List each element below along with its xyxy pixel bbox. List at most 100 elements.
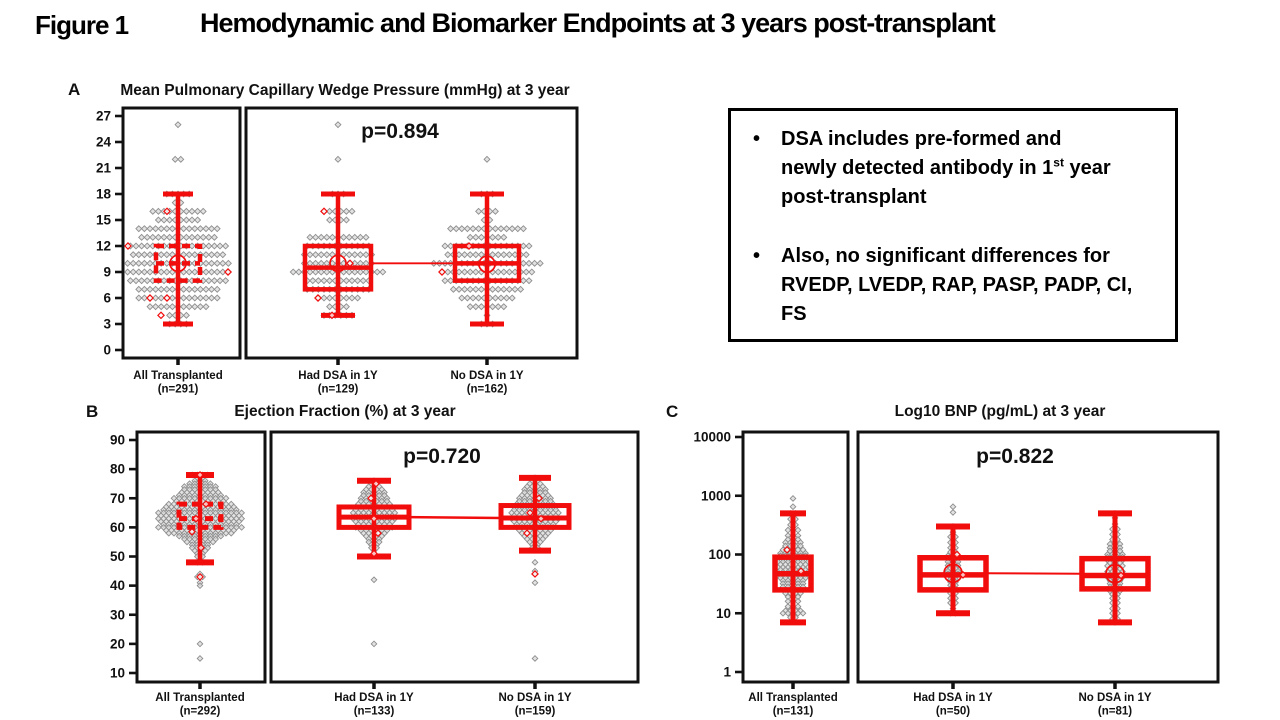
dot — [452, 225, 460, 233]
dot — [208, 285, 216, 293]
dot — [342, 207, 350, 215]
red-dot — [346, 259, 354, 268]
dot — [177, 155, 185, 163]
group-all-transplanted: All Transplanted (n=291) — [124, 121, 232, 396]
red-dot — [374, 529, 382, 538]
dot — [191, 251, 199, 259]
dot — [784, 609, 792, 617]
dot — [222, 277, 230, 285]
dot — [191, 285, 199, 293]
dot — [152, 225, 160, 233]
panel-title: Mean Pulmonary Capillary Wedge Pressure … — [120, 82, 569, 99]
dot — [348, 294, 356, 302]
dot — [168, 225, 176, 233]
dot — [342, 216, 350, 224]
red-dot — [196, 572, 204, 581]
dot — [525, 259, 533, 267]
dot — [342, 303, 350, 311]
y-tick-label: 15 — [96, 213, 112, 228]
dot — [472, 285, 480, 293]
red-dot — [314, 294, 322, 302]
dot — [135, 294, 143, 302]
note-line: FS — [781, 303, 807, 325]
dot — [317, 268, 325, 276]
dot — [494, 251, 502, 259]
dot — [314, 277, 322, 285]
dot — [149, 233, 157, 241]
dot — [160, 216, 168, 224]
dot — [180, 285, 188, 293]
panel-letter: A — [68, 80, 80, 99]
dot — [182, 207, 190, 215]
dot — [514, 225, 522, 233]
dot — [326, 303, 334, 311]
dot — [163, 251, 171, 259]
dot — [494, 233, 502, 241]
y-tick-label: 10 — [110, 666, 125, 681]
red-dot — [797, 567, 805, 576]
group-label: Had DSA in 1Y — [334, 692, 414, 704]
dot — [519, 259, 527, 267]
note-line: year — [1063, 157, 1111, 179]
y-tick-label: 21 — [96, 161, 112, 176]
dot — [362, 251, 370, 259]
group-n-label: (n=133) — [354, 706, 395, 718]
group-n-label: (n=162) — [467, 384, 508, 396]
dot — [340, 233, 348, 241]
dot — [323, 268, 331, 276]
dot — [531, 259, 539, 267]
red-dot — [124, 242, 132, 250]
y-axis: 10 20 30 40 50 60 70 80 90 — [110, 433, 137, 681]
dot — [135, 259, 143, 267]
red-dot — [188, 527, 196, 536]
dot — [500, 233, 508, 241]
y-tick-label: 1000 — [701, 488, 731, 503]
y-tick-label: 60 — [110, 520, 125, 535]
dot — [312, 233, 320, 241]
dot — [180, 294, 188, 302]
red-dot — [192, 514, 200, 523]
group-n-label: (n=291) — [158, 384, 199, 396]
dot — [784, 603, 792, 610]
dot — [196, 655, 204, 662]
dot — [191, 225, 199, 233]
dot — [342, 277, 350, 285]
dot — [522, 268, 530, 276]
dot — [205, 277, 213, 285]
dot — [213, 268, 221, 276]
dot — [306, 233, 314, 241]
dot — [191, 303, 199, 311]
red-dot — [146, 294, 154, 302]
dot — [461, 285, 469, 293]
right-subplot-border — [856, 430, 1220, 684]
dot — [196, 294, 204, 302]
dot — [517, 285, 525, 293]
panel-letter: B — [86, 402, 98, 421]
dot — [500, 303, 508, 311]
dot — [528, 268, 536, 276]
dot — [154, 233, 162, 241]
p-value: p=0.720 — [403, 445, 481, 468]
dot — [227, 529, 235, 537]
dot — [447, 225, 455, 233]
dot — [458, 294, 466, 302]
group-n-label: (n=131) — [773, 706, 814, 718]
dot — [447, 242, 455, 250]
dot — [463, 225, 471, 233]
dot — [345, 251, 353, 259]
dot — [489, 233, 497, 241]
dot — [171, 155, 179, 163]
dot — [494, 285, 502, 293]
dot — [154, 216, 162, 224]
y-tick-label: 80 — [110, 462, 125, 477]
dot — [213, 294, 221, 302]
dot — [185, 294, 193, 302]
dot — [202, 225, 210, 233]
dot — [491, 225, 499, 233]
red-dot — [370, 514, 378, 523]
dot — [129, 259, 137, 267]
dot — [216, 242, 224, 250]
dot — [182, 233, 190, 241]
dot — [519, 277, 527, 285]
